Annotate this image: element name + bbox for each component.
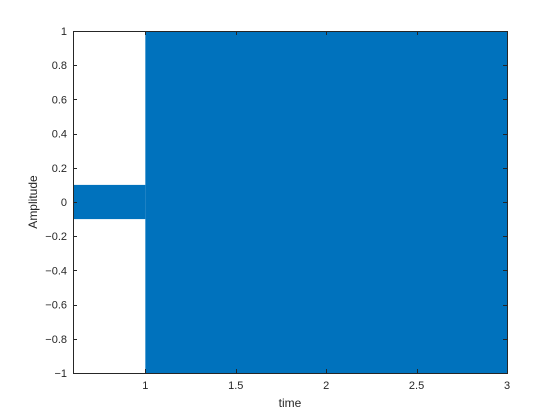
x-tick-label: 3 <box>504 380 510 392</box>
x-tick-label: 1.5 <box>228 380 243 392</box>
y-tick-label: −0.4 <box>45 265 67 277</box>
y-tick-label: −0.6 <box>45 300 67 312</box>
y-tick-label: 0 <box>61 197 67 209</box>
signal-segment-1-1 <box>73 184 146 220</box>
y-axis-ticks: −1 −0.8 −0.6 −0.4 −0.2 0 0.2 0.4 0.6 0.8 1 <box>45 26 507 380</box>
y-axis-label: Amplitude <box>26 175 40 229</box>
y-tick-label: −0.8 <box>45 334 67 346</box>
signal-segment-1-2 <box>145 31 508 373</box>
signal-marks <box>73 31 508 373</box>
y-tick-label: −0.2 <box>45 231 67 243</box>
plot-area: 1 1.5 2 2.5 3 −1 −0.8 −0.6 −0.4 −0.2 0 0.2 0.4 0.6 0.… <box>45 26 510 392</box>
y-tick-label: −1 <box>54 368 67 380</box>
x-axis-label: time <box>279 396 302 410</box>
x-tick-label: 2.5 <box>409 380 424 392</box>
x-tick-label: 2 <box>323 380 329 392</box>
x-tick-label: 1 <box>142 380 148 392</box>
y-tick-label: 0.2 <box>52 163 67 175</box>
y-tick-label: 0.8 <box>52 60 67 72</box>
x-axis-ticks: 1 1.5 2 2.5 3 <box>142 31 510 392</box>
y-tick-label: 1 <box>61 26 67 38</box>
y-tick-label: 0.4 <box>52 129 67 141</box>
y-tick-label: 0.6 <box>52 94 67 106</box>
